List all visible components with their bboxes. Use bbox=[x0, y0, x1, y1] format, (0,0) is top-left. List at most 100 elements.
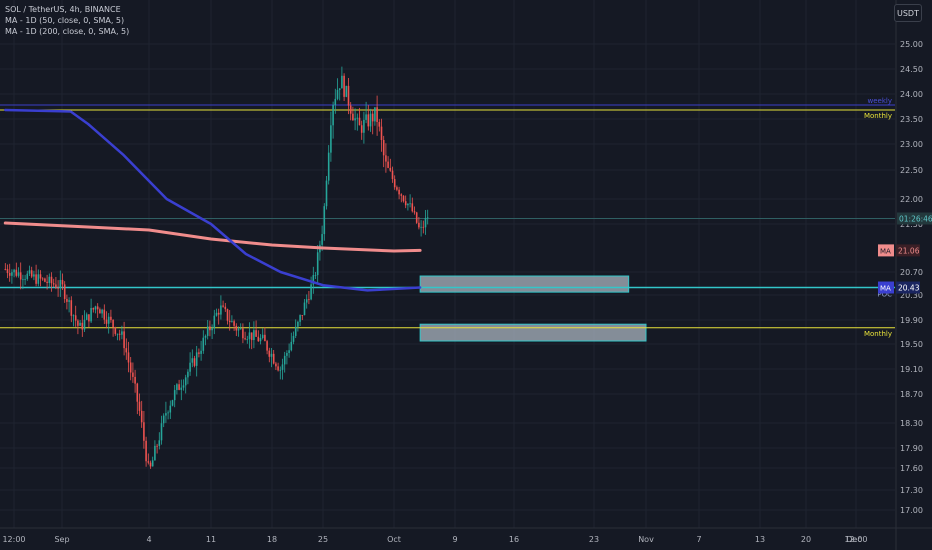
x-tick-label: Oct bbox=[387, 535, 401, 544]
legend-symbol: SOL / TetherUS, 4h, BINANCE bbox=[5, 5, 121, 14]
candle-body bbox=[206, 326, 209, 336]
candle-body bbox=[422, 226, 425, 228]
candle-body bbox=[391, 170, 394, 180]
candle-body bbox=[13, 269, 15, 273]
candle-body bbox=[70, 300, 73, 316]
candle-body bbox=[255, 330, 257, 337]
candle-body bbox=[303, 302, 306, 316]
candle-body bbox=[171, 400, 174, 406]
candle-body bbox=[294, 326, 297, 336]
candle-body bbox=[28, 270, 31, 274]
candle-body bbox=[184, 377, 187, 386]
candle-body bbox=[83, 319, 86, 330]
ma200-value-label: 20.43 bbox=[898, 284, 920, 293]
candle-body bbox=[343, 75, 345, 97]
candle-body bbox=[290, 341, 293, 351]
x-tick-label: Nov bbox=[638, 535, 654, 544]
candle-body bbox=[281, 364, 284, 370]
candle-body bbox=[55, 284, 57, 288]
candle-body bbox=[286, 353, 288, 356]
ma200-line bbox=[4, 108, 422, 292]
y-tick-label: 23.50 bbox=[900, 115, 923, 124]
candle-body bbox=[19, 272, 22, 280]
candle-body bbox=[160, 423, 163, 441]
y-tick-label: 20.30 bbox=[900, 291, 923, 300]
candle-body bbox=[385, 155, 387, 162]
candle-body bbox=[404, 201, 407, 206]
candle-body bbox=[105, 319, 108, 324]
candle-body bbox=[224, 306, 227, 310]
candle-body bbox=[140, 410, 143, 423]
candle-body bbox=[418, 222, 420, 228]
x-tick-label: Dec bbox=[846, 535, 861, 544]
candle-body bbox=[37, 274, 40, 284]
candle-body bbox=[24, 279, 26, 280]
candle-body bbox=[123, 331, 125, 349]
chart-legend: SOL / TetherUS, 4h, BINANCE MA - 1D (50,… bbox=[5, 4, 129, 37]
candle-body bbox=[334, 98, 337, 105]
candle-body bbox=[110, 316, 112, 320]
candle-body bbox=[85, 314, 88, 320]
candle-body bbox=[112, 319, 114, 328]
x-tick-label: 11 bbox=[206, 535, 216, 544]
candle-body bbox=[226, 309, 229, 321]
x-tick-label: 23 bbox=[589, 535, 599, 544]
candle-body bbox=[129, 362, 132, 373]
candle-body bbox=[301, 315, 304, 316]
y-tick-label: 17.60 bbox=[900, 464, 923, 473]
x-tick-label: 18 bbox=[267, 535, 277, 544]
candle-body bbox=[264, 334, 266, 342]
candle-body bbox=[283, 355, 286, 365]
candle-body bbox=[127, 352, 130, 363]
candle-body bbox=[235, 325, 238, 331]
candle-body bbox=[244, 338, 246, 340]
currency-button[interactable]: USDT bbox=[894, 4, 922, 22]
candle-body bbox=[158, 440, 161, 446]
candle-body bbox=[4, 269, 7, 270]
candle-body bbox=[380, 126, 383, 141]
candle-body bbox=[275, 363, 277, 367]
candle-body bbox=[228, 320, 231, 323]
candle-body bbox=[376, 107, 378, 123]
y-tick-label: 18.30 bbox=[900, 419, 923, 428]
candle-body bbox=[77, 320, 79, 326]
candle-body bbox=[338, 88, 341, 90]
candle-body bbox=[396, 187, 398, 190]
candle-body bbox=[48, 276, 51, 283]
candle-body bbox=[257, 336, 260, 342]
candle-body bbox=[314, 275, 317, 276]
candle-body bbox=[213, 315, 216, 329]
candle-body bbox=[176, 384, 178, 391]
candle-body bbox=[323, 206, 326, 235]
y-tick-label: 22.00 bbox=[900, 195, 923, 204]
line-label-poc: POC bbox=[877, 291, 892, 299]
candle-body bbox=[253, 330, 255, 341]
candle-body bbox=[138, 401, 141, 411]
candle-body bbox=[411, 203, 414, 212]
candle-body bbox=[191, 358, 194, 363]
candle-body bbox=[297, 321, 299, 327]
candle-body bbox=[369, 113, 372, 127]
candle-body bbox=[378, 122, 381, 127]
ma-tag-bg bbox=[878, 244, 894, 257]
candle-body bbox=[389, 167, 392, 171]
candle-body bbox=[239, 328, 242, 330]
candle-body bbox=[61, 279, 64, 285]
candle-body bbox=[125, 348, 128, 353]
candle-body bbox=[272, 353, 275, 364]
candle-body bbox=[156, 445, 158, 447]
candle-body bbox=[178, 384, 180, 390]
candle-body bbox=[310, 284, 312, 300]
countdown-label: 01:26:46 bbox=[899, 215, 932, 224]
line-label-monthly: Monthly bbox=[864, 112, 892, 120]
legend-ma50: MA - 1D (50, close, 0, SMA, 5) bbox=[5, 16, 125, 25]
candle-body bbox=[268, 350, 271, 357]
candle-body bbox=[237, 328, 240, 331]
x-tick-label: 13 bbox=[755, 535, 765, 544]
candle-body bbox=[222, 305, 224, 307]
candle-body bbox=[59, 279, 62, 289]
y-tick-label: 20.70 bbox=[900, 268, 923, 277]
candle-body bbox=[96, 306, 99, 310]
candle-body bbox=[68, 300, 70, 302]
